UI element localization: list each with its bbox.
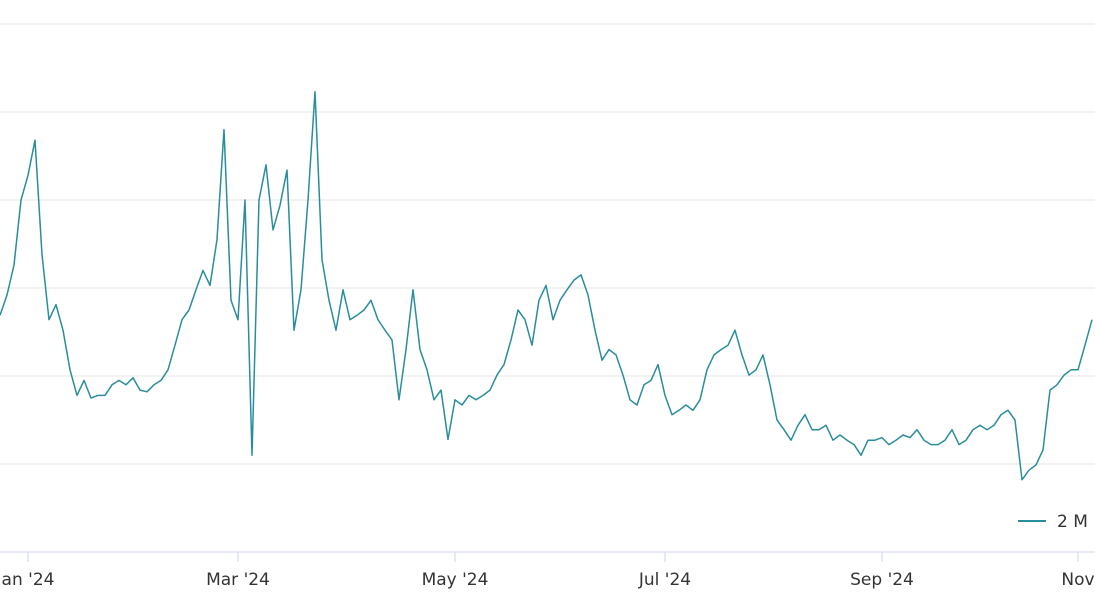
x-tick-label: Sep '24 [850,570,914,590]
x-tick-label: Mar '24 [206,570,270,590]
line-series [0,91,1093,481]
x-tick-label: Nov [1061,570,1094,590]
x-tick-label: May '24 [422,570,489,590]
legend-label: 2 M [1057,512,1088,532]
x-tick-label: an '24 [2,570,55,590]
x-tick-label: Jul '24 [638,570,691,590]
